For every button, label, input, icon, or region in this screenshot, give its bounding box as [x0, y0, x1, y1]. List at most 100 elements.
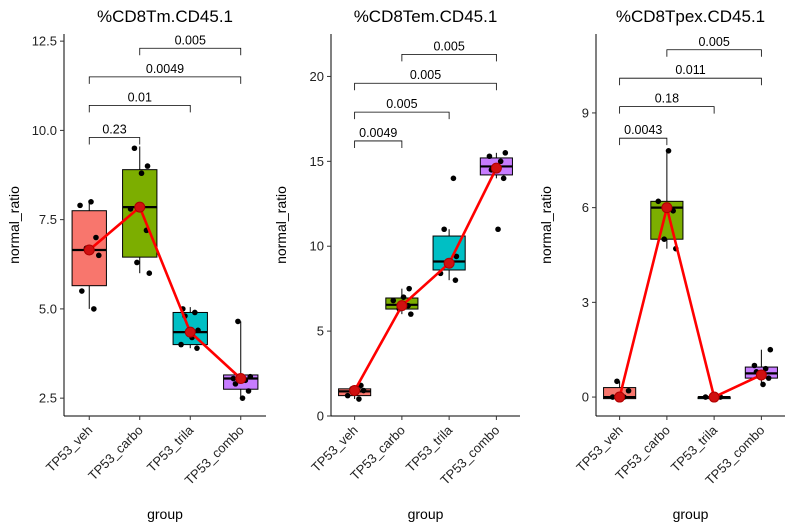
- data-point: [452, 277, 459, 283]
- data-point: [360, 387, 367, 394]
- y-axis-label: normal_ratio: [538, 186, 554, 264]
- comparison-bracket: [139, 47, 242, 56]
- mean-point: [708, 391, 720, 403]
- data-point: [245, 388, 252, 394]
- y-tick-label: 10: [310, 239, 324, 254]
- data-point: [127, 206, 134, 212]
- data-point: [138, 170, 145, 177]
- p-value-label: 0.005: [175, 33, 206, 47]
- x-axis-label: group: [408, 506, 444, 522]
- mean-point: [443, 257, 455, 269]
- y-axis-label: normal_ratio: [6, 186, 22, 264]
- y-tick-label: 5.0: [39, 301, 57, 316]
- data-point: [344, 392, 351, 399]
- data-point: [195, 327, 201, 334]
- data-point: [134, 259, 140, 266]
- data-point: [400, 294, 407, 300]
- p-value-label: 0.005: [433, 39, 464, 53]
- data-point: [702, 394, 709, 400]
- comparison-bracket: [619, 137, 668, 146]
- data-point: [194, 345, 200, 351]
- y-axis-label: normal_ratio: [273, 186, 289, 264]
- data-point: [95, 252, 102, 259]
- data-point: [655, 198, 662, 205]
- y-tick-label: 15: [310, 154, 324, 169]
- data-point: [751, 362, 758, 369]
- mean-point: [755, 369, 767, 381]
- panel-2: %CD8Tem.CD45.105101520TP53_vehTP53_carbo…: [273, 7, 520, 522]
- mean-point: [614, 391, 626, 403]
- data-point: [93, 234, 99, 241]
- chart-title: %CD8Tm.CD45.1: [97, 7, 233, 26]
- data-point: [235, 318, 241, 325]
- data-point: [502, 150, 509, 156]
- data-point: [390, 297, 397, 304]
- mean-point: [134, 201, 146, 213]
- comparison-bracket: [88, 76, 242, 84]
- data-point: [239, 395, 246, 401]
- mean-point: [661, 202, 673, 214]
- chart-title: %CD8Tpex.CD45.1: [616, 7, 765, 26]
- data-point: [497, 158, 504, 165]
- data-point: [486, 153, 493, 160]
- data-point: [441, 226, 447, 233]
- mean-trend-line: [88, 204, 242, 380]
- p-value-label: 0.0043: [624, 123, 662, 137]
- p-value-label: 0.18: [655, 92, 679, 106]
- y-tick-label: 10.0: [32, 123, 57, 138]
- data-point: [88, 198, 94, 205]
- comparison-bracket: [401, 53, 497, 62]
- comparison-bracket: [619, 77, 762, 86]
- x-axis-label: group: [673, 506, 709, 522]
- comparison-bracket: [88, 105, 191, 113]
- data-point: [192, 309, 198, 316]
- y-tick-label: 5: [317, 324, 324, 339]
- y-tick-label: 9: [582, 105, 589, 120]
- y-tick-label: 7.5: [39, 212, 57, 227]
- x-axis-label: group: [147, 506, 183, 522]
- mean-point: [349, 385, 361, 397]
- p-value-label: 0.011: [675, 63, 705, 77]
- p-value-label: 0.0049: [146, 62, 184, 76]
- y-tick-label: 0: [317, 409, 324, 424]
- data-point: [500, 175, 507, 182]
- data-point: [146, 270, 153, 276]
- comparison-bracket: [354, 140, 403, 148]
- data-point: [91, 306, 97, 312]
- data-point: [230, 375, 237, 382]
- y-tick-label: 6: [582, 200, 589, 215]
- data-point: [765, 375, 772, 381]
- data-point: [450, 175, 457, 182]
- data-point: [661, 236, 668, 243]
- comparison-bracket: [354, 82, 497, 91]
- data-point: [77, 202, 83, 209]
- data-point: [144, 163, 151, 169]
- mean-point: [184, 326, 196, 338]
- data-point: [495, 226, 501, 233]
- data-point: [665, 148, 672, 154]
- comparison-bracket: [354, 111, 450, 120]
- mean-point: [396, 300, 408, 312]
- panel-1: %CD8Tm.CD45.12.55.07.510.012.5TP53_vehTP…: [6, 7, 266, 522]
- data-point: [178, 341, 184, 348]
- chart-title: %CD8Tem.CD45.1: [354, 7, 498, 26]
- data-point: [614, 378, 620, 385]
- p-value-label: 0.0049: [359, 126, 397, 140]
- data-point: [767, 346, 774, 353]
- data-point: [131, 145, 138, 152]
- y-tick-label: 3: [582, 295, 589, 310]
- data-point: [406, 285, 412, 292]
- mean-trend-line: [618, 207, 762, 399]
- mean-trend-line: [353, 167, 498, 392]
- panel-3: %CD8Tpex.CD45.10369TP53_vehTP53_carboTP5…: [538, 7, 785, 522]
- comparison-bracket: [619, 106, 715, 114]
- x-tick-label: TP53_trila: [144, 422, 197, 475]
- comparison-bracket: [88, 137, 141, 145]
- x-tick-label: TP53_carbo: [85, 423, 146, 484]
- data-point: [247, 373, 254, 380]
- p-value-label: 0.005: [698, 35, 729, 49]
- p-value-label: 0.005: [410, 68, 441, 82]
- comparison-bracket: [666, 49, 762, 57]
- data-point: [762, 365, 769, 372]
